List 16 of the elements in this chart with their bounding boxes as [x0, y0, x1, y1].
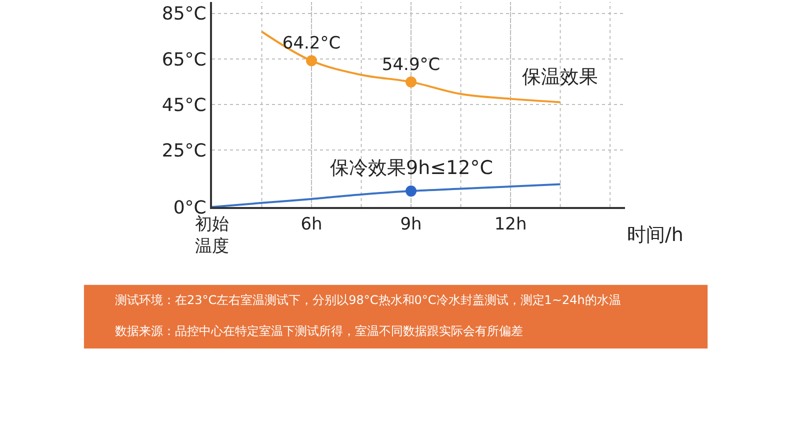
- x-tick-label: 12h: [494, 214, 527, 234]
- x-axis-title: 时间/h: [627, 224, 684, 246]
- line-series: [260, 30, 562, 104]
- data-label: 64.2°C: [282, 34, 341, 54]
- y-tick-label: 25°C: [162, 140, 206, 162]
- line-series: [212, 183, 562, 207]
- source-note: 数据来源：品控中心在特定室温下测试所得，室温不同数据跟实际会有所偏差: [115, 324, 523, 338]
- y-tick-label: 45°C: [162, 94, 206, 116]
- x-tick-label: 9h: [400, 214, 422, 234]
- y-tick-label: 65°C: [162, 49, 206, 70]
- text: 测试环境：在23°C左右室温测试下，分别以98°C热水和0°C冷水封盖测试，测定1~24h的水温: [115, 293, 621, 307]
- series-label: 保冷效果9h≤12°C: [330, 157, 493, 179]
- data-label: 54.9°C: [382, 54, 440, 75]
- series-label: 保温效果: [522, 66, 598, 88]
- y-tick-label: 85°C: [162, 4, 206, 25]
- x-tick-label: 6h: [300, 214, 322, 234]
